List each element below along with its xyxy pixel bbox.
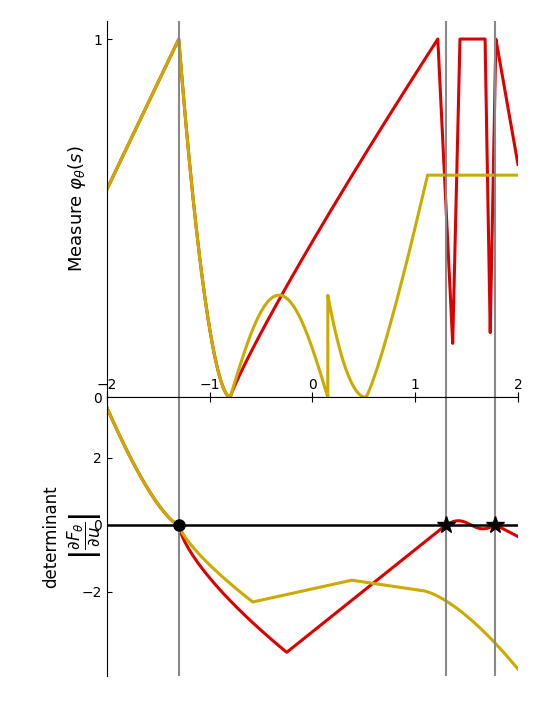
Y-axis label: Measure $\varphi_{\theta}(s)$: Measure $\varphi_{\theta}(s)$ — [66, 146, 88, 272]
X-axis label: arclength, $s$: arclength, $s$ — [258, 406, 366, 428]
Y-axis label: determinant
$\left|\dfrac{\partial F_{\theta}}{\partial u}\right|$: determinant $\left|\dfrac{\partial F_{\t… — [43, 485, 104, 588]
